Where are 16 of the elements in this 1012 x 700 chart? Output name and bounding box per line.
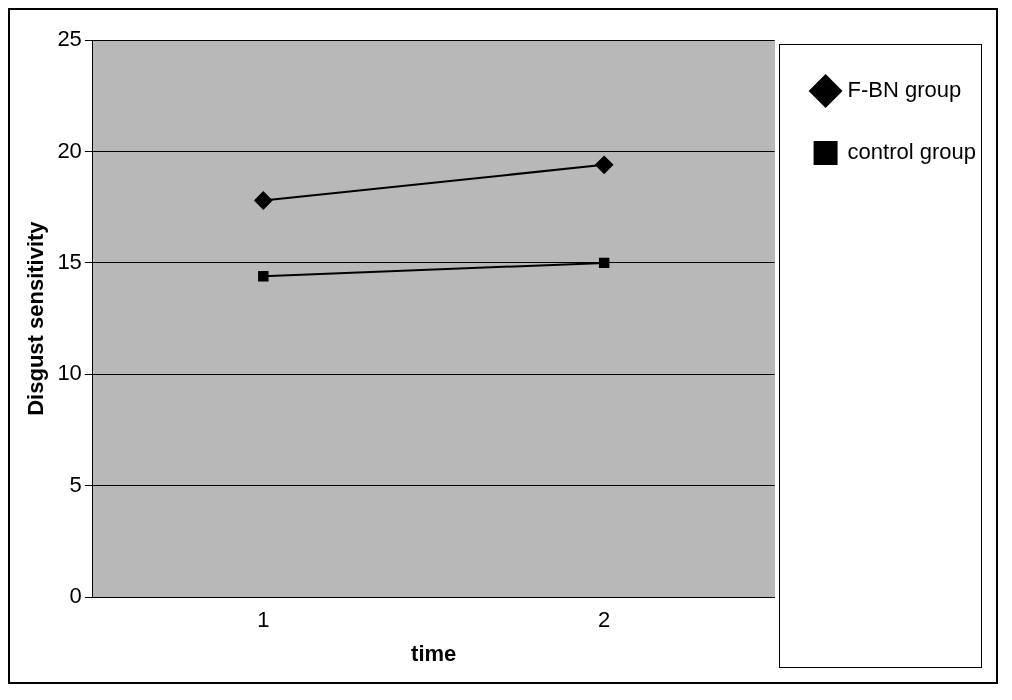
y-axis-title: Disgust sensitivity <box>23 220 49 416</box>
y-tick-label: 20 <box>57 137 82 163</box>
point <box>258 271 269 282</box>
point <box>595 155 614 174</box>
legend-label: F-BN group <box>847 77 962 103</box>
y-tick-label: 0 <box>69 583 82 609</box>
x-tick-label: 1 <box>257 607 270 633</box>
point <box>598 257 610 269</box>
y-tick-label: 10 <box>57 360 82 386</box>
y-tick-label: 25 <box>57 26 82 52</box>
y-tick-label: 15 <box>57 248 82 274</box>
x-axis-title: time <box>411 640 457 666</box>
point <box>254 191 273 210</box>
x-tick-label: 2 <box>598 607 611 633</box>
legend-label: control group <box>847 139 977 165</box>
y-tick-label: 5 <box>69 471 82 497</box>
